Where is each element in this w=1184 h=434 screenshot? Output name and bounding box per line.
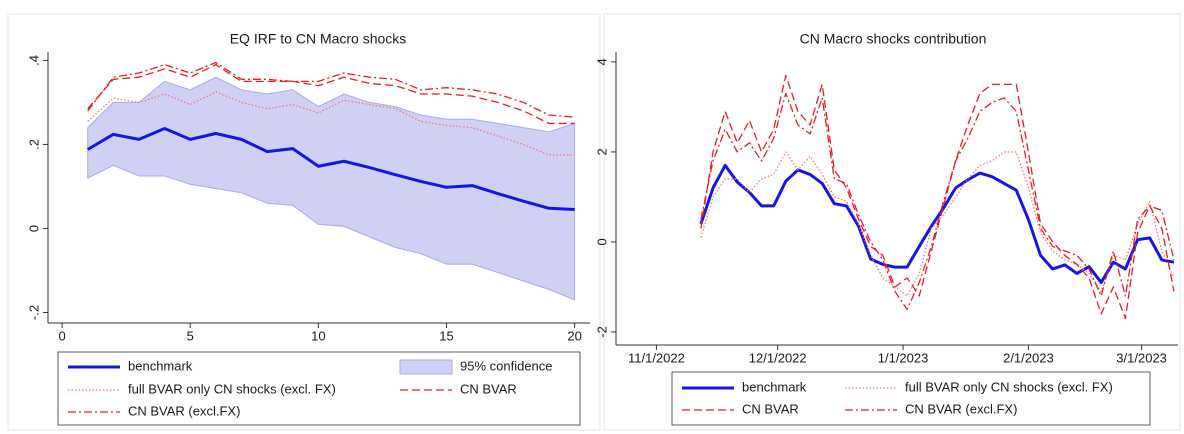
legend-box (57, 351, 581, 426)
chart-title: EQ IRF to CN Macro shocks (230, 31, 407, 47)
y-tick-label: 0 (594, 238, 609, 245)
chart-title: CN Macro shocks contribution (800, 31, 987, 47)
series-line (700, 92, 1175, 311)
y-tick-label: 4 (594, 58, 609, 65)
series-line (699, 163, 1175, 284)
legend-label: CN BVAR (excl.FX) (128, 403, 240, 418)
legend-label: benchmark (742, 379, 807, 394)
x-tick-label: 15 (439, 328, 453, 343)
x-tick-label: 0 (58, 328, 65, 343)
legend-label: full BVAR only CN shocks (excl. FX) (128, 381, 336, 396)
series-line (86, 126, 575, 212)
y-tick-label: 2 (594, 148, 609, 155)
legend-label: CN BVAR (460, 381, 517, 396)
x-tick-label: 3/1/2023 (1116, 350, 1167, 365)
x-tick-label: 2/1/2023 (1003, 350, 1054, 365)
x-tick-label: 12/1/2022 (749, 350, 807, 365)
legend-swatch (399, 359, 453, 375)
legend-label: CN BVAR (742, 401, 799, 416)
x-tick-label: 5 (187, 328, 194, 343)
y-tick-label: -.2 (26, 305, 41, 320)
legend-label: benchmark (128, 358, 193, 373)
series-line (87, 63, 575, 125)
legend-label: 95% confidence (460, 358, 553, 373)
y-tick-label: 0 (26, 225, 41, 232)
panel-frame (603, 13, 1181, 431)
y-tick-label: .4 (26, 55, 41, 66)
x-tick-label: 10 (311, 328, 325, 343)
legend-label: CN BVAR (excl.FX) (905, 401, 1017, 416)
series-line (87, 91, 575, 156)
y-tick-label: .2 (26, 139, 41, 150)
legend-label: full BVAR only CN shocks (excl. FX) (905, 379, 1113, 394)
series-line (700, 74, 1175, 320)
x-tick-label: 1/1/2023 (878, 350, 929, 365)
panel-frame (7, 13, 601, 431)
legend-box (671, 371, 1151, 426)
y-tick-label: -2 (594, 326, 609, 338)
confidence-band (87, 76, 576, 301)
series-line (87, 61, 575, 118)
x-tick-label: 20 (567, 328, 581, 343)
x-tick-label: 11/1/2022 (628, 350, 685, 365)
